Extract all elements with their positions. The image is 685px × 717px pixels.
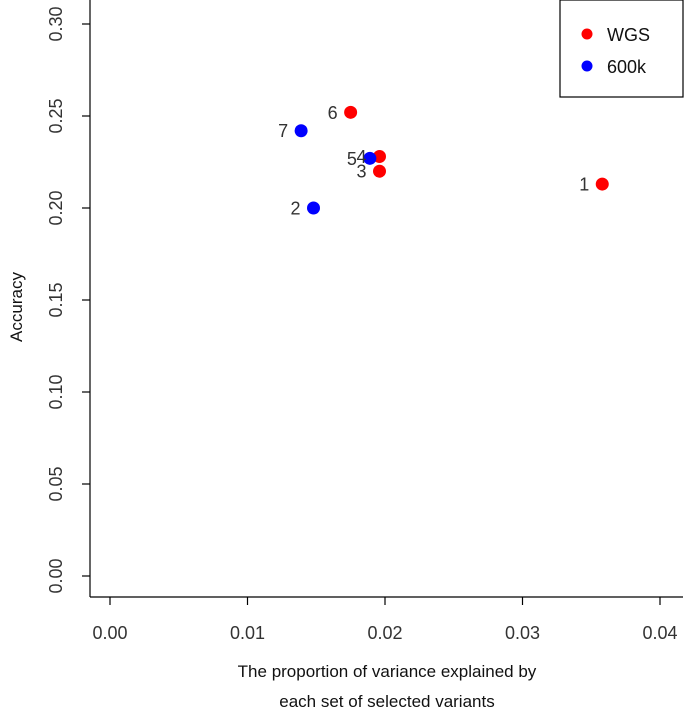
- y-tick-label: 0.10: [46, 374, 66, 409]
- y-tick-label: 0.30: [46, 6, 66, 41]
- y-axis-title: Accuracy: [7, 272, 26, 342]
- x-tick-label: 0.02: [367, 623, 402, 643]
- point-wgs-1: [595, 177, 609, 191]
- x-tick-label: 0.03: [505, 623, 540, 643]
- x-axis-title-line1: The proportion of variance explained by: [238, 662, 537, 681]
- y-ticks: 0.00 0.05 0.10 0.15 0.20 0.25 0.30: [46, 6, 90, 594]
- x-tick-label: 0.01: [230, 623, 265, 643]
- point-label-4: 4: [356, 147, 366, 167]
- y-tick-label: 0.00: [46, 558, 66, 593]
- point-600k-7: [294, 124, 308, 138]
- point-label-1: 1: [579, 175, 589, 195]
- legend-label-wgs: WGS: [607, 25, 650, 45]
- axes: [89, 0, 683, 598]
- point-label-6: 6: [328, 103, 338, 123]
- point-label-3: 3: [356, 162, 366, 182]
- x-axis-title-line2: each set of selected variants: [279, 692, 494, 711]
- point-wgs-4: [373, 149, 386, 163]
- point-label-7: 7: [278, 121, 288, 141]
- legend-label-600k: 600k: [607, 57, 647, 77]
- y-tick-label: 0.25: [46, 98, 66, 133]
- x-ticks: 0.00 0.01 0.02 0.03 0.04: [92, 597, 678, 643]
- legend-marker-600k: [581, 60, 593, 72]
- point-label-2: 2: [290, 199, 300, 219]
- x-tick-label: 0.04: [642, 623, 677, 643]
- point-wgs-6: [344, 105, 358, 119]
- x-tick-label: 0.00: [92, 623, 127, 643]
- legend-box: [559, 0, 684, 98]
- point-labels: 1 34 6 2 5 7: [278, 103, 589, 219]
- point-600k-2: [307, 201, 320, 215]
- y-tick-label: 0.15: [46, 282, 66, 317]
- y-tick-label: 0.20: [46, 190, 66, 225]
- legend-marker-wgs: [581, 28, 593, 40]
- point-600k-5: [363, 151, 377, 165]
- point-wgs-3: [373, 164, 386, 178]
- point-label-5: 5: [347, 149, 357, 169]
- legend: WGS 600k: [559, 0, 684, 98]
- data-points: [294, 105, 609, 215]
- y-tick-label: 0.05: [46, 466, 66, 501]
